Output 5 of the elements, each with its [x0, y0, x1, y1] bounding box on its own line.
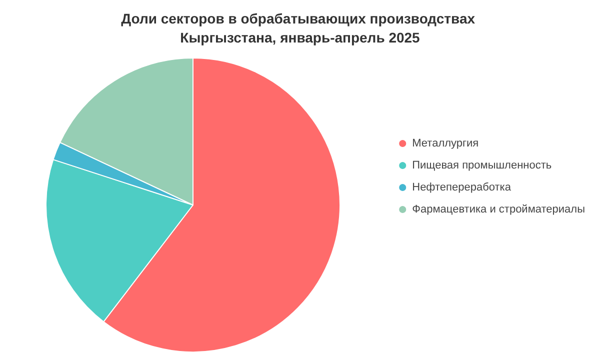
legend-label: Нефтепереработка: [412, 182, 512, 194]
legend-label: Фармацевтика и стройматериалы: [412, 204, 586, 216]
legend-label: Пищевая промышленность: [412, 160, 552, 172]
chart-title: Доли секторов в обрабатывающих производствах Кыргызстана, январь-апрель 2025: [121, 10, 479, 46]
legend-label: Металлургия: [412, 138, 479, 150]
